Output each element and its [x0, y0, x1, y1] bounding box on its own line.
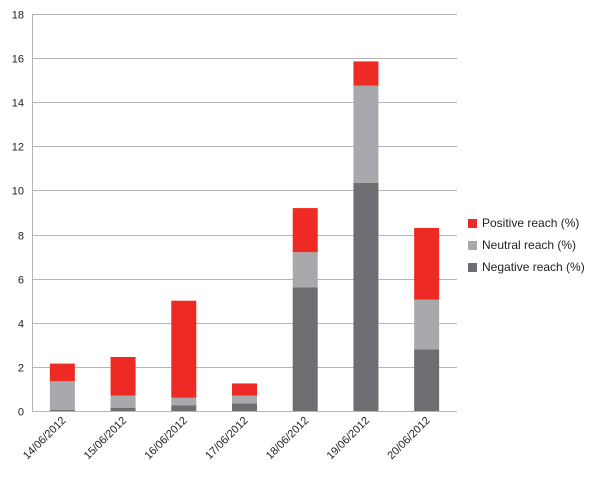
bar-segment [232, 403, 257, 411]
legend-label: Neutral reach (%) [482, 238, 577, 252]
x-tick-label: 18/06/2012 [264, 415, 311, 462]
bar-segment [110, 395, 136, 408]
bar-segment [110, 356, 136, 396]
legend-item: Neutral reach (%) [468, 234, 585, 256]
y-tick-label: 16 [12, 54, 24, 66]
legend-item: Negative reach (%) [468, 256, 585, 278]
bar-segment [414, 349, 440, 411]
bar-segment [414, 227, 440, 300]
y-tick-label: 10 [12, 186, 24, 198]
y-tick-label: 12 [12, 142, 24, 154]
bar-segment [232, 395, 257, 404]
bar-segment [414, 299, 440, 350]
bar-segment [353, 182, 379, 411]
bar-segment [292, 252, 318, 288]
bar-segment [292, 208, 318, 253]
bar-segment [49, 363, 75, 382]
bar-segment [353, 61, 379, 86]
x-tick-label: 15/06/2012 [82, 415, 129, 462]
y-tick-label: 4 [18, 319, 24, 331]
legend: Positive reach (%) Neutral reach (%) Negat… [468, 212, 585, 278]
x-tick-label: 20/06/2012 [385, 415, 432, 462]
legend-swatch [468, 218, 477, 228]
legend-swatch [468, 240, 477, 250]
bar-segment [49, 409, 75, 411]
x-tick-label: 19/06/2012 [325, 415, 372, 462]
bar-segment [171, 300, 197, 398]
x-tick-label: 16/06/2012 [142, 415, 189, 462]
bar-segment [171, 397, 197, 406]
bar-segment [171, 405, 197, 411]
x-tick-label: 17/06/2012 [203, 415, 250, 462]
y-tick-label: 14 [12, 98, 24, 110]
bar-segment [292, 287, 318, 411]
y-tick-label: 2 [18, 363, 24, 375]
y-tick-label: 6 [18, 275, 24, 287]
bar-segment [110, 407, 136, 411]
legend-label: Positive reach (%) [482, 216, 580, 230]
bar-segment [49, 381, 75, 410]
legend-swatch [468, 262, 477, 272]
legend-item: Positive reach (%) [468, 212, 585, 234]
bar-segment [232, 383, 257, 396]
y-tick-label: 8 [18, 231, 24, 243]
x-tick-label: 14/06/2012 [21, 415, 68, 462]
legend-label: Negative reach (%) [482, 260, 585, 274]
y-tick-label: 0 [18, 407, 24, 419]
y-tick-label: 18 [12, 10, 24, 22]
bar-segment [353, 85, 379, 183]
